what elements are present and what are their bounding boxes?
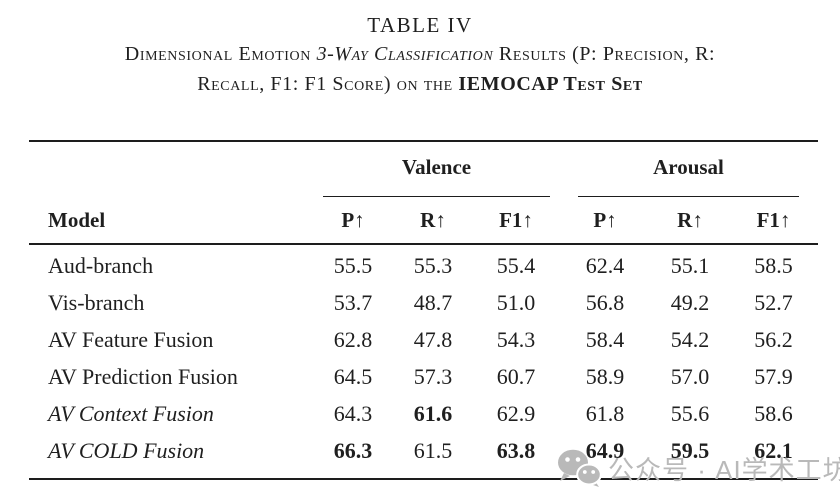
value-cell: 56.2 xyxy=(754,326,793,352)
value-cell: 62.8 xyxy=(333,326,373,352)
value-cell: 64.9 xyxy=(585,437,625,463)
model-name-cell: AV Feature Fusion xyxy=(48,326,214,352)
table-caption-block: TABLE IV Dimensional Emotion 3-Way Class… xyxy=(0,12,840,98)
metric-header-row: Model P↑ R↑ F1↑ P↑ R↑ F1↑ xyxy=(29,197,818,245)
value-cell: 66.3 xyxy=(333,437,373,463)
caption-italic-text: 3-Way Classification xyxy=(316,43,494,65)
value-cell: 58.9 xyxy=(585,363,625,389)
f1-header: F1↑ xyxy=(473,197,559,245)
recall-header: R↑ xyxy=(651,197,729,245)
caption-bold-text: IEMOCAP Test Set xyxy=(458,73,643,95)
value-cell: 53.7 xyxy=(333,289,373,315)
caption-line-2: Recall, F1: F1 Score) on the IEMOCAP Tes… xyxy=(0,70,840,98)
value-cell: 60.7 xyxy=(496,363,536,389)
value-cell: 47.8 xyxy=(413,326,453,352)
value-cell: 62.9 xyxy=(496,400,536,426)
value-cell: 51.0 xyxy=(496,289,536,315)
value-cell: 61.5 xyxy=(413,437,453,463)
table-row: AV COLD Fusion 66.3 61.5 63.8 64.9 59.5 … xyxy=(29,432,818,469)
model-name-cell: Aud-branch xyxy=(48,252,154,278)
empty-cell xyxy=(29,141,313,197)
valence-group-header: Valence xyxy=(323,142,550,197)
watermark-text: 公众号 · AI学术工坊 xyxy=(608,454,840,485)
f1-header: F1↑ xyxy=(729,197,818,245)
value-cell: 64.3 xyxy=(333,400,373,426)
model-column-header: Model xyxy=(29,197,313,245)
value-cell: 55.5 xyxy=(333,252,373,278)
value-cell: 54.3 xyxy=(496,326,536,352)
value-cell: 57.9 xyxy=(754,363,793,389)
model-name-cell: AV Prediction Fusion xyxy=(48,363,238,389)
table-row: AV Feature Fusion 62.8 47.8 54.3 58.4 54… xyxy=(29,321,818,358)
value-cell: 61.8 xyxy=(585,400,625,426)
value-cell: 63.8 xyxy=(496,437,536,463)
value-cell: 56.8 xyxy=(585,289,625,315)
caption-line-1: Dimensional Emotion 3-Way Classification… xyxy=(0,40,840,68)
value-cell: 48.7 xyxy=(413,289,453,315)
value-cell: 58.6 xyxy=(754,400,793,426)
value-cell: 55.1 xyxy=(670,252,710,278)
caption-text: Results (P: Precision, R: xyxy=(493,43,716,65)
arousal-group-cell: Arousal xyxy=(559,141,818,197)
results-table: Valence Arousal Model P↑ R↑ F1↑ P↑ R↑ F1… xyxy=(29,140,818,480)
value-cell: 62.4 xyxy=(585,252,625,278)
model-name-cell: Vis-branch xyxy=(48,289,145,315)
value-cell: 57.3 xyxy=(413,363,453,389)
value-cell: 55.6 xyxy=(670,400,710,426)
table-row: Vis-branch 53.7 48.7 51.0 56.8 49.2 52.7 xyxy=(29,284,818,321)
value-cell: 64.5 xyxy=(333,363,373,389)
arousal-group-header: Arousal xyxy=(578,142,799,197)
table-row: AV Prediction Fusion 64.5 57.3 60.7 58.9… xyxy=(29,358,818,395)
precision-header: P↑ xyxy=(559,197,651,245)
value-cell: 59.5 xyxy=(670,437,710,463)
value-cell: 54.2 xyxy=(670,326,710,352)
value-cell: 58.4 xyxy=(585,326,625,352)
value-cell: 57.0 xyxy=(670,363,710,389)
valence-group-cell: Valence xyxy=(313,141,559,197)
value-cell: 55.4 xyxy=(496,252,536,278)
value-cell: 58.5 xyxy=(754,252,793,278)
recall-header: R↑ xyxy=(393,197,473,245)
model-name-cell: AV COLD Fusion xyxy=(48,437,205,463)
table-row: Aud-branch 55.5 55.3 55.4 62.4 55.1 58.5 xyxy=(29,247,818,284)
value-cell: 61.6 xyxy=(413,400,453,426)
caption-text: Recall, F1: F1 Score) on the xyxy=(197,73,459,95)
value-cell: 52.7 xyxy=(754,289,793,315)
value-cell: 62.1 xyxy=(754,437,793,463)
table-number: TABLE IV xyxy=(367,13,473,37)
value-cell: 55.3 xyxy=(413,252,453,278)
table-row: AV Context Fusion 64.3 61.6 62.9 61.8 55… xyxy=(29,395,818,432)
model-name-cell: AV Context Fusion xyxy=(48,400,214,426)
wechat-icon xyxy=(558,449,602,487)
value-cell: 49.2 xyxy=(670,289,710,315)
watermark: 公众号 · AI学术工坊 xyxy=(556,447,840,489)
caption-text: Dimensional Emotion xyxy=(124,43,317,65)
precision-header: P↑ xyxy=(313,197,393,245)
column-group-row: Valence Arousal xyxy=(29,141,818,197)
